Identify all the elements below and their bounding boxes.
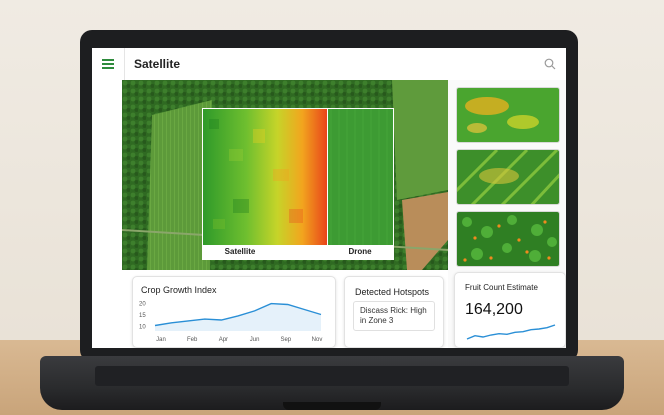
- crop-growth-card[interactable]: Crop Growth Index 10 15 20 Jan Feb Apr Jun Sep N…: [132, 276, 336, 348]
- growth-area: [155, 303, 321, 331]
- thumbnail-3[interactable]: [456, 211, 560, 267]
- x-tick-label: Apr: [219, 337, 228, 343]
- x-tick-label: Jan: [156, 337, 166, 343]
- left-strip: [92, 80, 122, 348]
- hotspots-alert-text: Discass Rick: High in Zone 3: [360, 306, 427, 325]
- y-tick-label: 10: [139, 324, 146, 330]
- drone-label: Drone: [327, 245, 393, 259]
- ndvi-heatmap: [203, 109, 393, 245]
- page-title: Satellite: [134, 57, 181, 71]
- laptop-keyboard: [95, 366, 569, 386]
- fruit-count-sparkline: [466, 324, 556, 340]
- y-tick-label: 15: [139, 313, 146, 319]
- hotspots-card[interactable]: Detected Hotspots Discass Rick: High in …: [344, 276, 444, 348]
- menu-icon[interactable]: [102, 59, 114, 69]
- app-header: Satellite: [92, 48, 566, 81]
- x-tick-label: Feb: [187, 337, 198, 343]
- hotspots-alert: Discass Rick: High in Zone 3: [353, 301, 435, 331]
- fruit-count-value: 164,200: [465, 301, 523, 318]
- search-icon[interactable]: [544, 58, 556, 70]
- thumbnail-1[interactable]: [456, 87, 560, 143]
- x-tick-label: Sep: [280, 337, 291, 343]
- crop-growth-chart: 10 15 20 Jan Feb Apr Jun Sep Nov: [139, 302, 323, 343]
- header-divider: [124, 48, 125, 80]
- growth-line: [154, 302, 322, 327]
- fruit-count-title: Fruit Count Estimate: [465, 283, 538, 292]
- satellite-label: Satellite: [203, 245, 277, 259]
- fruit-count-card[interactable]: Fruit Count Estimate 164,200: [454, 272, 566, 348]
- x-tick-label: Jun: [250, 337, 260, 343]
- x-tick-label: Nov: [312, 337, 323, 343]
- crop-growth-title: Crop Growth Index: [141, 285, 217, 295]
- fruit-sparkline-line: [466, 324, 556, 340]
- thumbnail-2[interactable]: [456, 149, 560, 205]
- comparison-overlay: Satellite Drone: [202, 108, 394, 260]
- laptop-notch: [283, 402, 381, 410]
- field-map[interactable]: Satellite Drone: [122, 80, 448, 270]
- hotspots-title: Detected Hotspots: [355, 287, 430, 297]
- laptop-screen: Satellite: [92, 48, 566, 348]
- y-tick-label: 20: [139, 302, 146, 308]
